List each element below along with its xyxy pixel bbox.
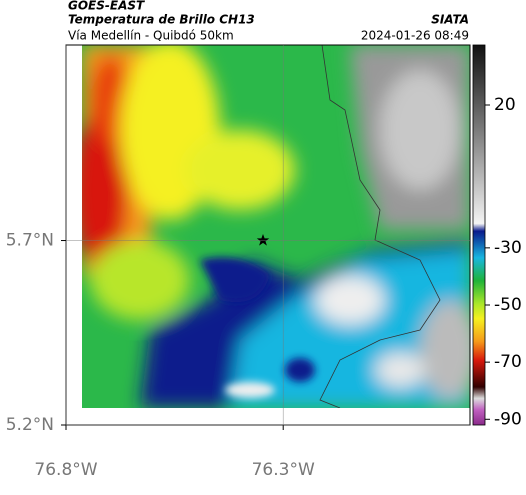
source: SIATA bbox=[431, 13, 469, 27]
colorbar-tick-label: -30 bbox=[494, 238, 522, 258]
city-marker bbox=[256, 234, 270, 246]
colorbar-tick-label: -70 bbox=[494, 352, 522, 372]
y-tick-label: 5.2°N bbox=[6, 415, 54, 435]
y-tick-label: 5.7°N bbox=[6, 231, 54, 251]
x-tick-label: 76.8°W bbox=[34, 460, 97, 480]
satellite: GOES-EAST bbox=[68, 0, 145, 13]
timestamp: 2024-01-26 08:49 bbox=[361, 29, 469, 43]
colorbar-tick-label: -90 bbox=[494, 409, 522, 429]
colorbar-tick-label: 20 bbox=[494, 95, 516, 115]
satellite-image bbox=[82, 45, 470, 408]
product: Temperatura de Brillo CH13 bbox=[68, 13, 255, 27]
route: Vía Medellín - Quibdó 50km bbox=[68, 29, 234, 43]
x-tick-label: 76.3°W bbox=[252, 460, 315, 480]
colorbar-tick-label: -50 bbox=[494, 295, 522, 315]
colorbar bbox=[472, 44, 486, 426]
